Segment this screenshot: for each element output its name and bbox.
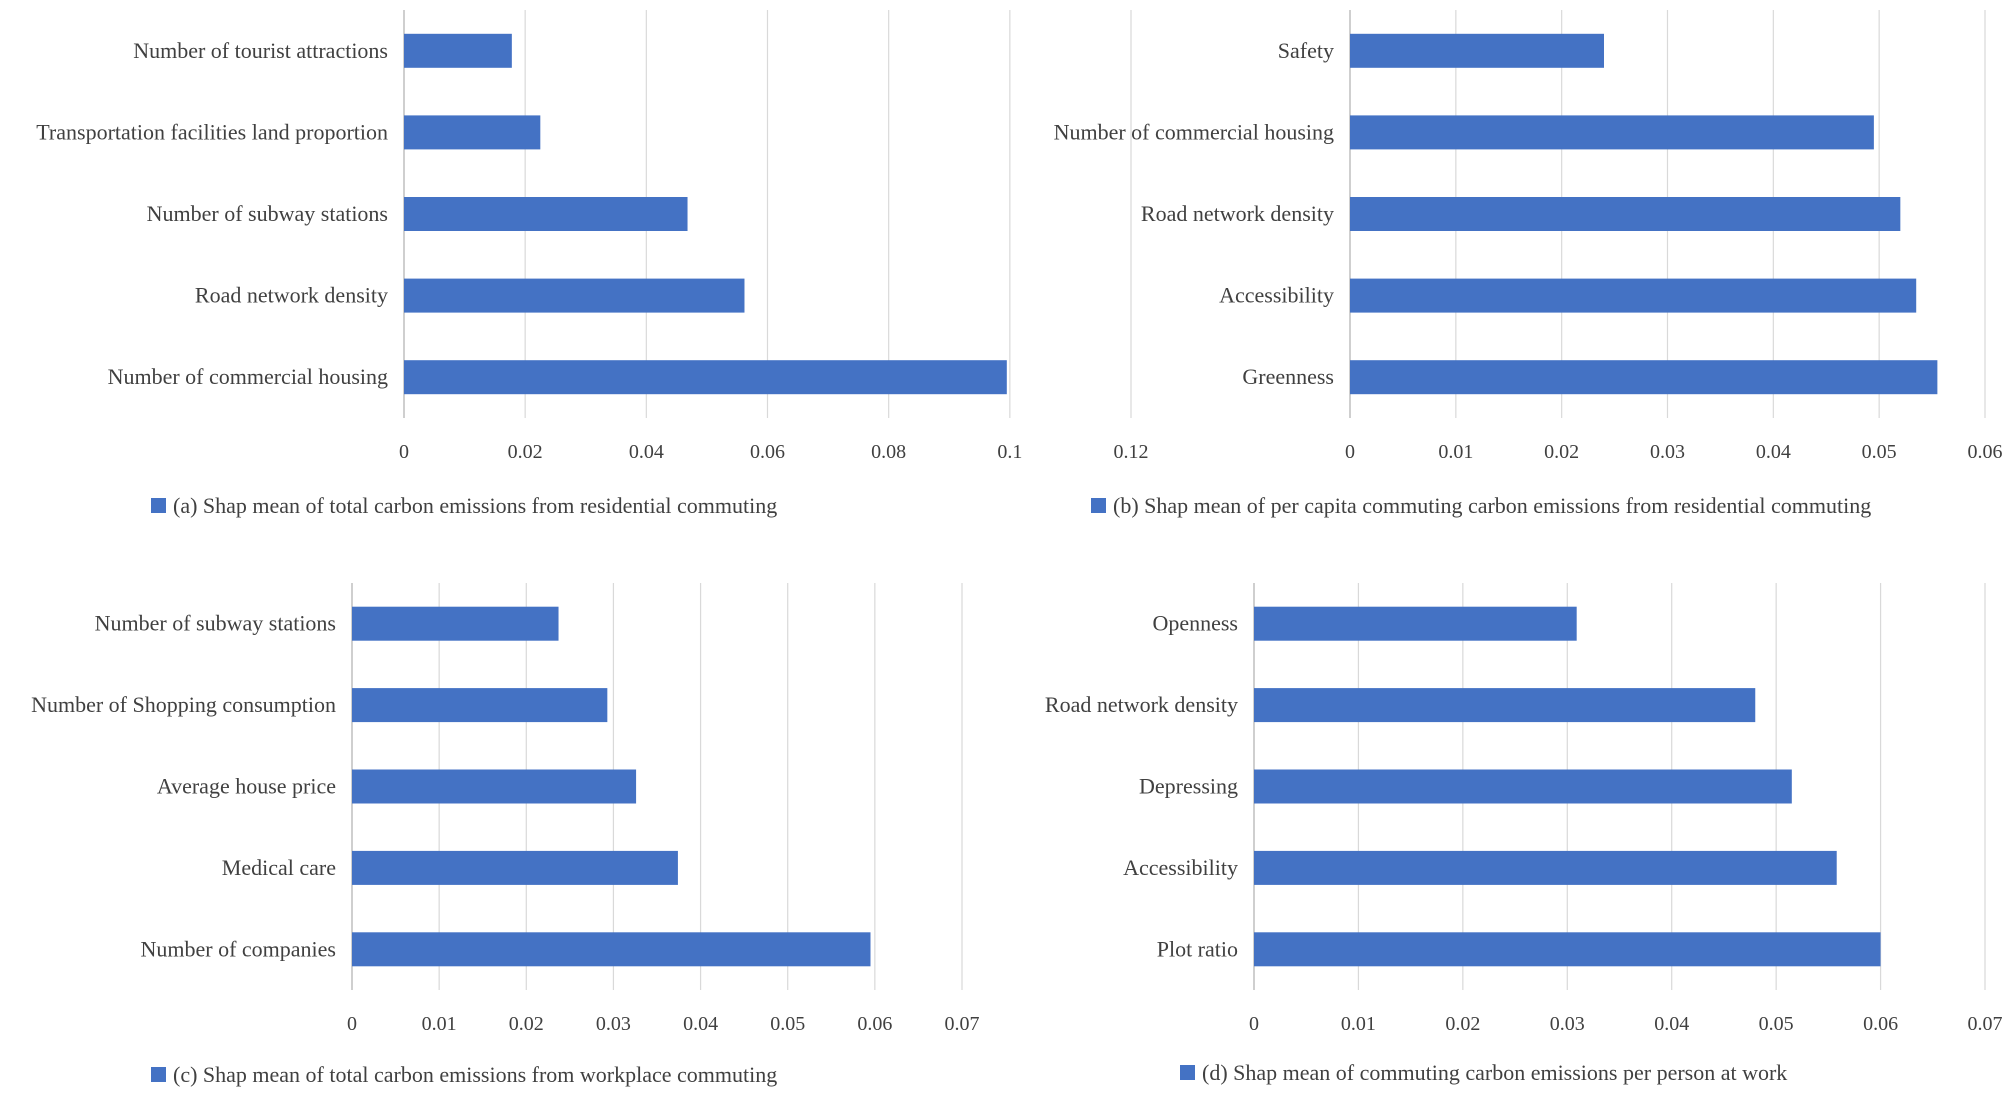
- bar[interactable]: [1254, 606, 1577, 641]
- legend-swatch: [1180, 1065, 1195, 1080]
- category-label: Number of companies: [141, 936, 337, 961]
- x-tick-label: 0.01: [1341, 1013, 1376, 1035]
- category-label: Number of commercial housing: [1054, 119, 1334, 144]
- x-tick-label: 0.04: [629, 441, 664, 463]
- category-label: Number of subway stations: [95, 611, 336, 636]
- bar[interactable]: [1350, 115, 1874, 150]
- legend-label: (a) Shap mean of total carbon emissions …: [173, 493, 777, 518]
- x-tick-label: 0.05: [770, 1013, 805, 1035]
- bar[interactable]: [404, 33, 512, 68]
- category-label: Road network density: [1141, 201, 1334, 226]
- x-tick-label: 0: [1345, 441, 1355, 463]
- chart-panel-d: 0 0.01 0.02 0.03 0.04 0.05 0.06 0.07 Openness Roa…: [1045, 583, 2003, 1085]
- x-tick-label: 0.06: [750, 441, 785, 463]
- x-tick-label: 0.06: [857, 1013, 892, 1035]
- x-tick-label: 0.06: [1968, 441, 2003, 463]
- x-tick-label: 0.03: [1650, 441, 1685, 463]
- bar[interactable]: [1254, 688, 1756, 723]
- chart-panel-b: 0 0.01 0.02 0.03 0.04 0.05 0.06 Safety Number of…: [1054, 10, 2003, 518]
- category-label: Depressing: [1139, 774, 1238, 799]
- legend-label: (b) Shap mean of per capita commuting ca…: [1113, 493, 1871, 518]
- x-tick-label: 0.03: [1550, 1013, 1585, 1035]
- category-label: Medical care: [222, 855, 336, 880]
- category-label: Transportation facilities land proportio…: [36, 119, 388, 144]
- bar[interactable]: [352, 688, 608, 723]
- x-tick-label: 0: [399, 441, 409, 463]
- legend-label: (d) Shap mean of commuting carbon emissi…: [1202, 1060, 1787, 1085]
- bar[interactable]: [404, 360, 1007, 395]
- x-tick-label: 0.07: [945, 1013, 980, 1035]
- x-tick-label: 0.02: [1445, 1013, 1480, 1035]
- bar[interactable]: [1350, 197, 1901, 231]
- x-tick-label: 0.12: [1114, 441, 1149, 463]
- x-tick-label: 0: [347, 1013, 357, 1035]
- x-tick-label: 0.1: [997, 441, 1022, 463]
- bar[interactable]: [352, 606, 559, 641]
- category-label: Safety: [1278, 38, 1334, 63]
- x-tick-label: 0.05: [1862, 441, 1897, 463]
- bar[interactable]: [1254, 850, 1837, 885]
- legend-label: (c) Shap mean of total carbon emissions …: [173, 1062, 777, 1087]
- legend-swatch: [151, 498, 166, 513]
- bar[interactable]: [352, 932, 871, 967]
- x-tick-label: 0.04: [1654, 1013, 1689, 1035]
- bar[interactable]: [1350, 360, 1938, 395]
- category-label: Accessibility: [1123, 855, 1238, 880]
- category-label: Road network density: [195, 283, 388, 308]
- category-label: Plot ratio: [1157, 936, 1238, 961]
- category-label: Number of Shopping consumption: [31, 692, 336, 717]
- bar[interactable]: [352, 850, 678, 885]
- legend-swatch: [1091, 498, 1106, 513]
- category-label: Accessibility: [1219, 283, 1334, 308]
- category-label: Number of commercial housing: [108, 364, 388, 389]
- x-tick-label: 0.08: [871, 441, 906, 463]
- x-tick-label: 0.04: [1756, 441, 1791, 463]
- x-tick-label: 0.06: [1863, 1013, 1898, 1035]
- category-label: Number of tourist attractions: [133, 38, 388, 63]
- category-label: Openness: [1152, 611, 1238, 636]
- legend-swatch: [151, 1067, 166, 1082]
- x-tick-label: 0.04: [683, 1013, 718, 1035]
- x-tick-label: 0.01: [422, 1013, 457, 1035]
- bar[interactable]: [1350, 33, 1604, 68]
- x-tick-label: 0.02: [1544, 441, 1579, 463]
- category-label: Road network density: [1045, 692, 1238, 717]
- chart-panel-a: 0 0.02 0.04 0.06 0.08 0.1 0.12 Number of touris…: [36, 10, 1149, 518]
- x-tick-label: 0.05: [1759, 1013, 1794, 1035]
- category-label: Number of subway stations: [147, 201, 388, 226]
- x-tick-label: 0.02: [509, 1013, 544, 1035]
- bar[interactable]: [404, 197, 688, 231]
- category-label: Greenness: [1242, 364, 1334, 389]
- bar[interactable]: [1254, 932, 1881, 967]
- bar[interactable]: [404, 278, 745, 313]
- x-tick-label: 0.02: [508, 441, 543, 463]
- bar[interactable]: [404, 115, 541, 150]
- x-tick-label: 0: [1249, 1013, 1259, 1035]
- x-tick-label: 0.07: [1968, 1013, 2003, 1035]
- bar[interactable]: [352, 769, 637, 804]
- bar[interactable]: [1254, 769, 1792, 804]
- chart-panel-c: 0 0.01 0.02 0.03 0.04 0.05 0.06 0.07 Number of s…: [31, 583, 980, 1087]
- x-tick-label: 0.01: [1438, 441, 1473, 463]
- category-label: Average house price: [157, 774, 336, 799]
- bar[interactable]: [1350, 278, 1917, 313]
- x-tick-label: 0.03: [596, 1013, 631, 1035]
